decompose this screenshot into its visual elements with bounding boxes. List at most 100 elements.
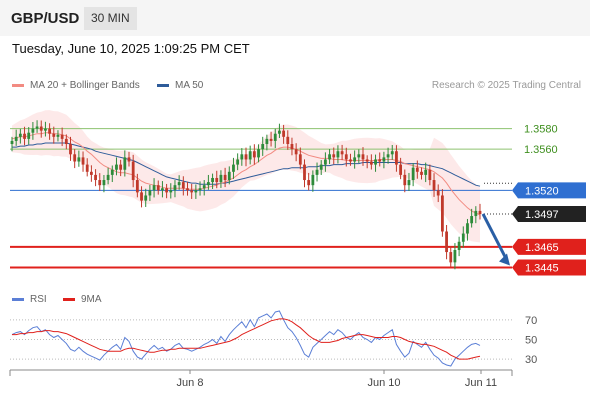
candle-body <box>161 188 164 191</box>
candle-body <box>135 180 139 193</box>
candle-body <box>35 126 39 129</box>
candle-body <box>140 192 143 201</box>
ma20-swatch <box>12 83 24 87</box>
candle-body <box>206 182 210 186</box>
candle-body <box>382 157 386 162</box>
candle-body <box>69 144 72 155</box>
candle-body <box>307 180 311 186</box>
top-bar: GBP/USD 30 MIN <box>0 0 590 36</box>
candle-body <box>344 154 348 160</box>
candle-body <box>453 250 457 263</box>
candle-body <box>190 190 194 193</box>
candle-body <box>127 157 131 162</box>
candle-body <box>144 195 148 201</box>
candle-body <box>369 161 373 165</box>
candle-body <box>202 185 206 189</box>
support-2-tag-label: 1.3445 <box>525 263 559 275</box>
candle-body <box>52 133 56 137</box>
candle-body <box>123 157 127 170</box>
candle-body <box>269 138 273 141</box>
candle-body <box>248 151 252 160</box>
candle-body <box>39 126 43 131</box>
candle-body <box>89 171 93 175</box>
ma50-swatch <box>157 83 169 87</box>
candle-body <box>357 154 361 158</box>
candle-body <box>10 140 14 145</box>
candle-body <box>445 231 448 253</box>
candle-body <box>424 169 428 175</box>
support-1-tag <box>512 238 586 255</box>
rsi-label: RSI <box>30 294 47 305</box>
candle-body <box>378 159 382 162</box>
projection-arrow-head <box>499 253 510 266</box>
credit-text: Research © 2025 Trading Central <box>431 80 581 91</box>
candle-body <box>14 136 18 141</box>
rsi-tick-label: 50 <box>525 334 537 346</box>
candle-body <box>60 134 64 139</box>
candle-body <box>390 151 394 155</box>
rsi-ma-swatch <box>63 297 75 301</box>
candle-body <box>478 210 482 214</box>
candle-body <box>173 185 177 191</box>
candle-body <box>457 241 461 251</box>
candle-body <box>407 180 411 186</box>
candle-body <box>374 159 377 165</box>
candle-body <box>252 151 256 158</box>
candle-body <box>23 133 26 139</box>
candle-body <box>328 154 331 160</box>
candle-body <box>165 188 169 193</box>
candle-body <box>319 164 323 170</box>
candle-body <box>181 182 185 189</box>
candle-body <box>115 164 118 170</box>
projection-arrow-shaft <box>481 213 509 262</box>
ma50-label: MA 50 <box>175 80 204 91</box>
candle-body <box>440 195 444 232</box>
candle-body <box>261 144 265 150</box>
candle-body <box>315 169 319 175</box>
bollinger-band <box>12 110 480 243</box>
candle-body <box>194 190 198 193</box>
candle-body <box>219 174 223 183</box>
candle-body <box>240 154 244 160</box>
moving-average-layer <box>11 132 481 216</box>
candle-body <box>56 134 60 137</box>
timestamp: Tuesday, June 10, 2025 1:09:25 PM CET <box>12 41 250 56</box>
candle-body <box>119 164 123 170</box>
x-tick-label: Jun 8 <box>177 377 204 389</box>
legend-ma20: MA 20 + Bollinger Bands <box>12 80 140 91</box>
candle-body <box>323 159 327 165</box>
candle-body <box>156 185 160 191</box>
support-2-tag <box>512 259 586 276</box>
candle-body <box>420 171 423 175</box>
candle-body <box>411 167 415 181</box>
legend-rsi: RSI <box>12 294 47 305</box>
candle-body <box>298 154 302 165</box>
candle-body <box>399 164 403 175</box>
candle-body <box>102 180 106 186</box>
rsi-ma-label: 9MA <box>81 294 102 305</box>
candle-body <box>336 151 340 158</box>
candle-body <box>365 159 369 162</box>
candle-body <box>244 154 248 160</box>
candle-body <box>148 190 152 196</box>
candle-body <box>177 182 181 186</box>
rsi-layer: 70 50 30 <box>10 310 537 367</box>
candle-body <box>227 171 231 181</box>
bollinger-band-layer <box>12 110 480 243</box>
candle-body <box>474 210 478 217</box>
candle-body <box>64 138 68 145</box>
current-level-tag <box>512 182 586 199</box>
candle-body <box>340 151 344 155</box>
candle-body <box>449 252 453 263</box>
candle-body <box>395 151 398 165</box>
x-tick-label: Jun 11 <box>465 377 497 389</box>
ma20-line <box>11 132 481 216</box>
candle-body <box>403 174 407 186</box>
candle-body <box>386 154 390 158</box>
rsi-line <box>11 310 481 367</box>
resistance-1-label: 1.3580 <box>524 124 558 136</box>
ma20-label: MA 20 + Bollinger Bands <box>30 80 140 91</box>
timeframe-button[interactable]: 30 MIN <box>84 7 137 30</box>
current-level-tag-label: 1.3520 <box>525 185 559 197</box>
